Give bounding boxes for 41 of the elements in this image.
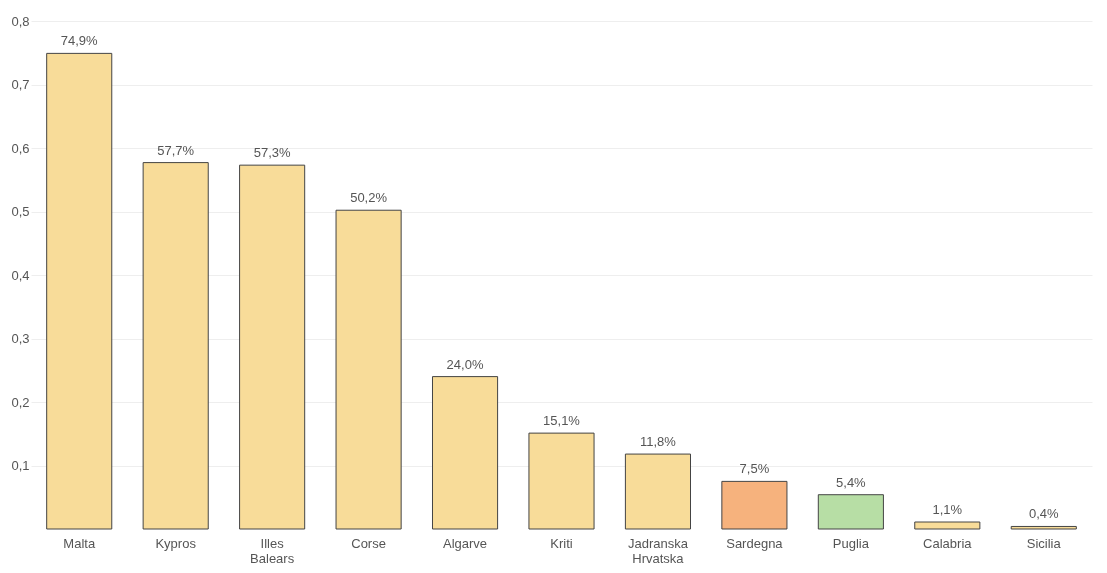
- bar: [335, 209, 402, 530]
- bar: [46, 52, 113, 530]
- data-label: 7,5%: [739, 461, 770, 477]
- data-label: 11,8%: [640, 434, 677, 450]
- x-tick-label: Corse: [351, 535, 386, 551]
- bar: [431, 376, 499, 530]
- y-tick-label: 0,8: [11, 13, 30, 29]
- bar: [624, 453, 692, 530]
- data-label: 15,1%: [543, 413, 581, 429]
- y-tick-label: 0,4: [11, 267, 30, 283]
- x-tick-label: Kriti: [550, 535, 573, 551]
- bar: [239, 164, 306, 530]
- data-label: 1,1%: [932, 502, 963, 518]
- bar: [817, 494, 884, 530]
- data-label: 50,2%: [350, 190, 388, 206]
- x-tick-label: Sicilia: [1026, 535, 1062, 551]
- x-tick-label: Kypros: [155, 535, 197, 551]
- data-label: 57,7%: [157, 142, 195, 158]
- y-tick-label: 0,5: [11, 204, 30, 219]
- data-label: 24,0%: [446, 356, 484, 372]
- y-tick-label: 0,6: [11, 140, 30, 156]
- bar: [1010, 525, 1077, 530]
- data-label: 5,4%: [836, 474, 867, 490]
- y-tick-label: 0,2: [11, 394, 30, 410]
- x-tick-label: Sardegna: [726, 535, 784, 551]
- data-label: 0,4%: [1028, 506, 1060, 522]
- x-tick-label: Illes Balears: [250, 535, 295, 566]
- y-tick-label: 0,1: [11, 458, 30, 473]
- data-label: 74,9%: [60, 33, 99, 49]
- bar: [142, 162, 209, 530]
- y-tick-label: 0,3: [11, 331, 30, 346]
- bar: [721, 480, 788, 530]
- x-tick-label: Malta: [63, 535, 96, 551]
- bar: [914, 521, 981, 530]
- data-label: 57,3%: [253, 145, 291, 161]
- y-tick-label: 0,7: [11, 77, 30, 92]
- x-tick-label: Puglia: [832, 535, 870, 551]
- x-tick-label: Jadranska Hrvatska: [627, 535, 689, 566]
- x-tick-label: Calabria: [923, 535, 973, 551]
- bar: [528, 432, 595, 530]
- x-tick-label: Algarve: [443, 535, 488, 551]
